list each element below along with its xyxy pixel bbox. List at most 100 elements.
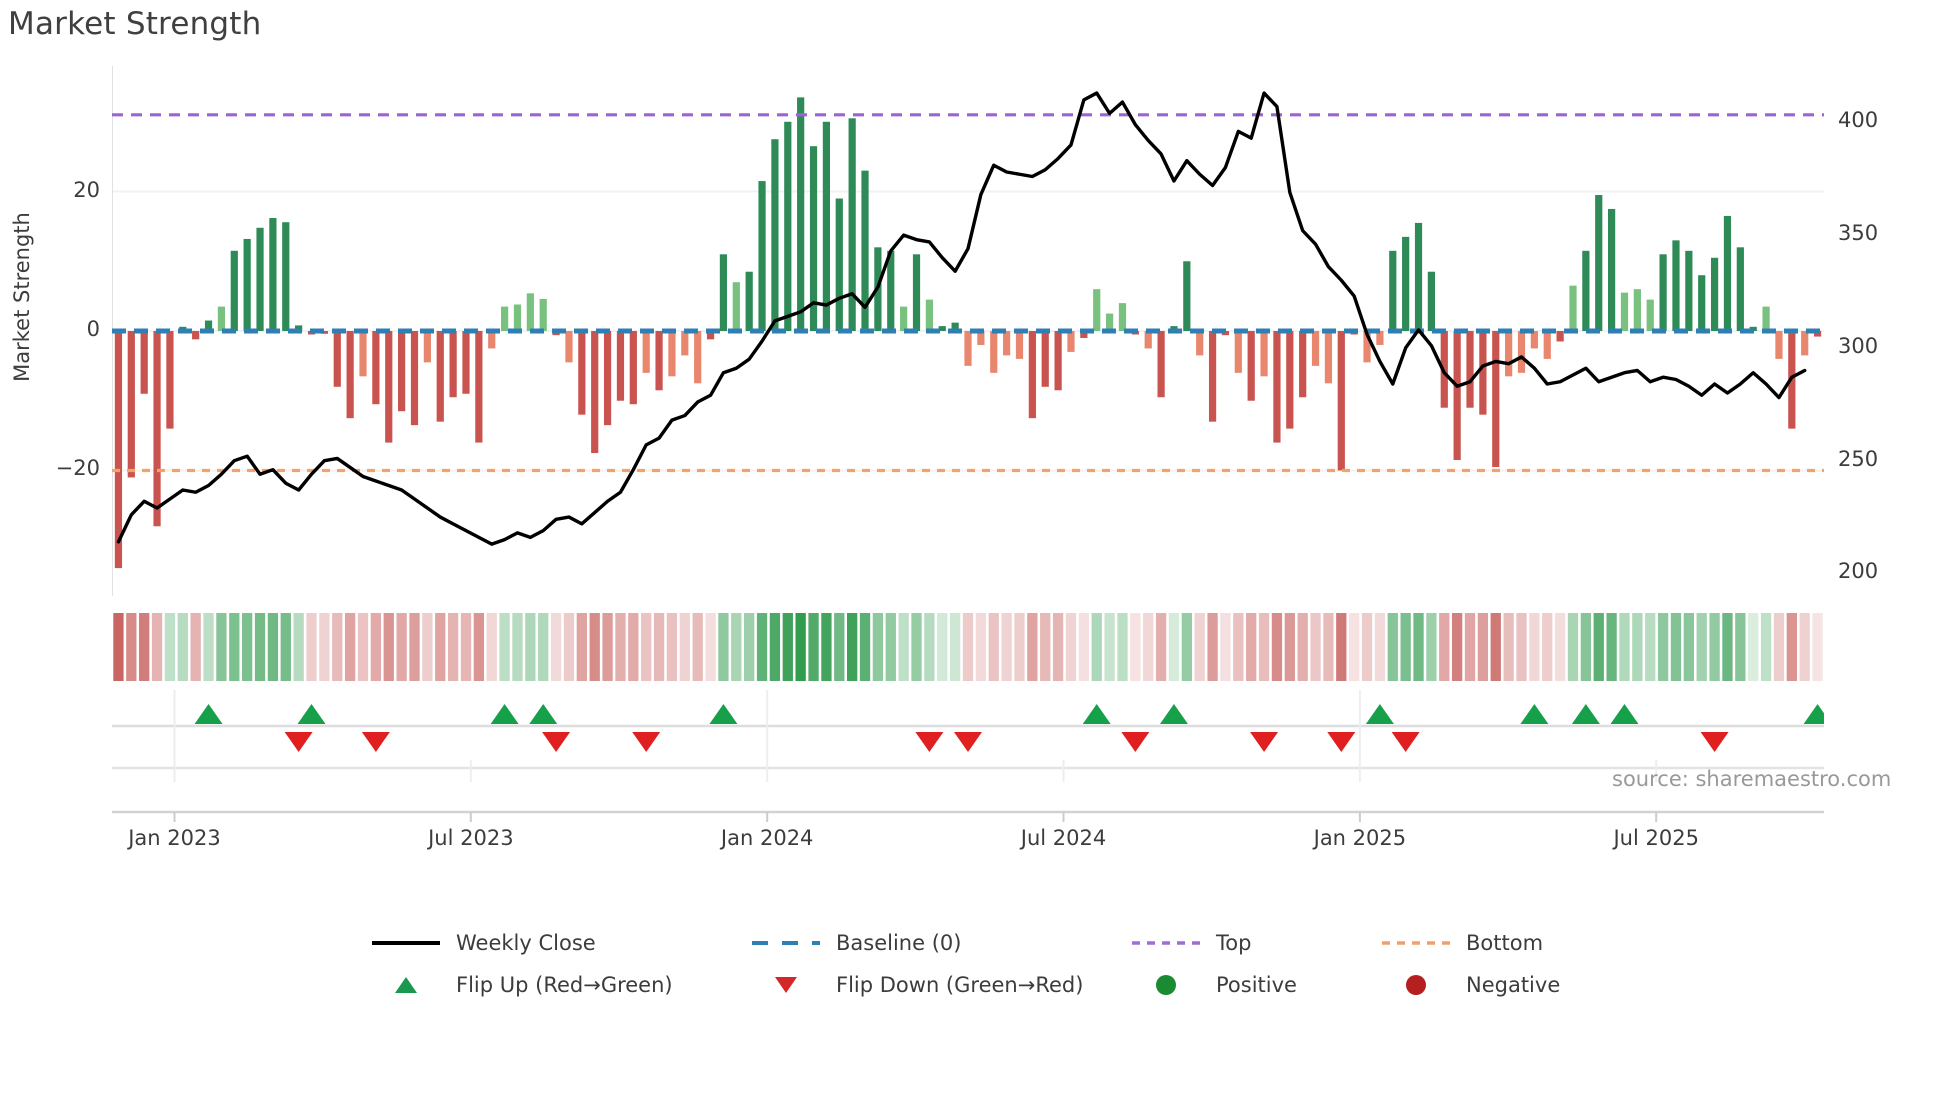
heat-strip-cell (1078, 613, 1089, 681)
heat-strip-cell (538, 613, 549, 681)
legend-item[interactable]: Flip Up (Red→Green) (370, 973, 750, 997)
flip-down-marker (542, 732, 571, 752)
strength-bar (488, 331, 496, 349)
heat-strip-cell (692, 613, 703, 681)
strength-bar (1672, 240, 1680, 331)
heat-strip-cell (293, 613, 304, 681)
strength-bar (1492, 331, 1500, 467)
heat-strip-cell (1554, 613, 1566, 681)
strength-bar (1427, 271, 1435, 331)
strength-bar (1517, 331, 1526, 373)
strength-bar (1736, 247, 1744, 331)
strength-bar (153, 331, 161, 527)
heat-strip-cell (370, 613, 382, 681)
heat-strip-cell (679, 613, 690, 681)
heat-strip-cell (1040, 613, 1051, 681)
strength-bar (861, 170, 869, 331)
heat-strip-cell (1233, 613, 1244, 681)
heat-strip-cell (1246, 613, 1257, 681)
heat-strip-cell (859, 613, 871, 681)
strength-bar (1054, 331, 1062, 391)
strength-bar (1556, 331, 1564, 342)
y-axis-left-tick: −20 (55, 456, 100, 481)
strength-bar (719, 254, 728, 331)
heat-strip-cell (280, 613, 291, 681)
legend-label: Baseline (0) (836, 931, 962, 955)
strength-bar (539, 298, 547, 331)
heat-strip-cell (744, 613, 755, 681)
strength-bar (771, 139, 779, 331)
strength-bar (1247, 331, 1255, 401)
strength-bar (385, 331, 393, 443)
strength-bar (127, 331, 135, 478)
strength-bar (1028, 331, 1036, 419)
strength-bar (398, 331, 406, 412)
heat-strip-cell (447, 613, 459, 681)
legend-circle-icon (1130, 974, 1202, 996)
strength-bar (1685, 250, 1693, 331)
strength-bar (114, 331, 123, 569)
strength-bar (372, 331, 380, 405)
circle-swatch (1406, 975, 1426, 995)
heat-strip-cell (1426, 613, 1437, 681)
strength-bar (977, 331, 985, 345)
strength-bar (887, 250, 895, 331)
x-axis-tick: Jan 2024 (720, 826, 814, 850)
strength-bar (1543, 331, 1551, 359)
heat-strip-cell (1052, 613, 1064, 681)
strength-bar (333, 331, 341, 387)
legend-item[interactable]: Top (1130, 931, 1380, 955)
legend-item[interactable]: Flip Down (Green→Red) (750, 973, 1130, 997)
strength-bar (1698, 275, 1706, 331)
heat-strip-cell (589, 613, 600, 681)
strength-bar (295, 325, 303, 331)
strength-bar (990, 331, 998, 373)
x-axis-tick: Jan 2023 (128, 826, 221, 850)
flip-down-marker (1327, 732, 1356, 752)
heat-strip-cell (1657, 613, 1669, 681)
heat-strip-cell (460, 613, 472, 681)
strength-bar (1582, 250, 1590, 331)
flip-up-marker (1610, 704, 1639, 724)
legend-item[interactable]: Baseline (0) (750, 931, 1130, 955)
strength-bar (1067, 331, 1075, 352)
heat-strip-cell (769, 613, 781, 681)
strength-bar (410, 331, 419, 426)
heat-strip-cell (1593, 613, 1604, 681)
legend-item[interactable]: Negative (1380, 973, 1610, 997)
legend-item[interactable]: Positive (1130, 973, 1380, 997)
heat-strip-cell (177, 613, 188, 681)
heat-strip-cell (885, 613, 896, 681)
strength-bar (1093, 289, 1101, 331)
flip-down-marker (632, 732, 661, 752)
heat-strip-cell (653, 613, 665, 681)
heat-strip-cell (1027, 613, 1038, 681)
flip-down-marker (1391, 732, 1420, 752)
legend-item[interactable]: Bottom (1380, 931, 1610, 955)
triangle-up-swatch (395, 977, 417, 993)
heat-strip-cell (267, 613, 279, 681)
strength-bar (591, 331, 599, 454)
heat-strip-cell (1117, 613, 1128, 681)
strength-bar (1479, 331, 1487, 415)
strength-bar (1144, 331, 1152, 349)
strength-bar (1801, 331, 1809, 356)
flip-up-marker (194, 704, 223, 724)
heat-strip-cell (151, 613, 163, 681)
heat-strip-cell (319, 613, 330, 681)
y-axis-left-label: Market Strength (10, 212, 34, 382)
heat-strip-cell (666, 613, 678, 681)
heat-strip-cell (1773, 613, 1785, 681)
legend-item[interactable]: Weekly Close (370, 931, 750, 955)
heat-strip-cell (1387, 613, 1398, 681)
strength-bar (204, 320, 213, 331)
heat-strip-cell (795, 613, 806, 681)
heat-strip-cell (821, 613, 832, 681)
strength-bar (1620, 292, 1629, 331)
heat-strip-cell (550, 613, 562, 681)
main-chart-svg (112, 66, 1824, 596)
flip-up-marker (297, 704, 326, 724)
heat-strip-cell (1529, 613, 1540, 681)
strength-bar (192, 331, 200, 340)
heat-strip-cell (1760, 613, 1772, 681)
